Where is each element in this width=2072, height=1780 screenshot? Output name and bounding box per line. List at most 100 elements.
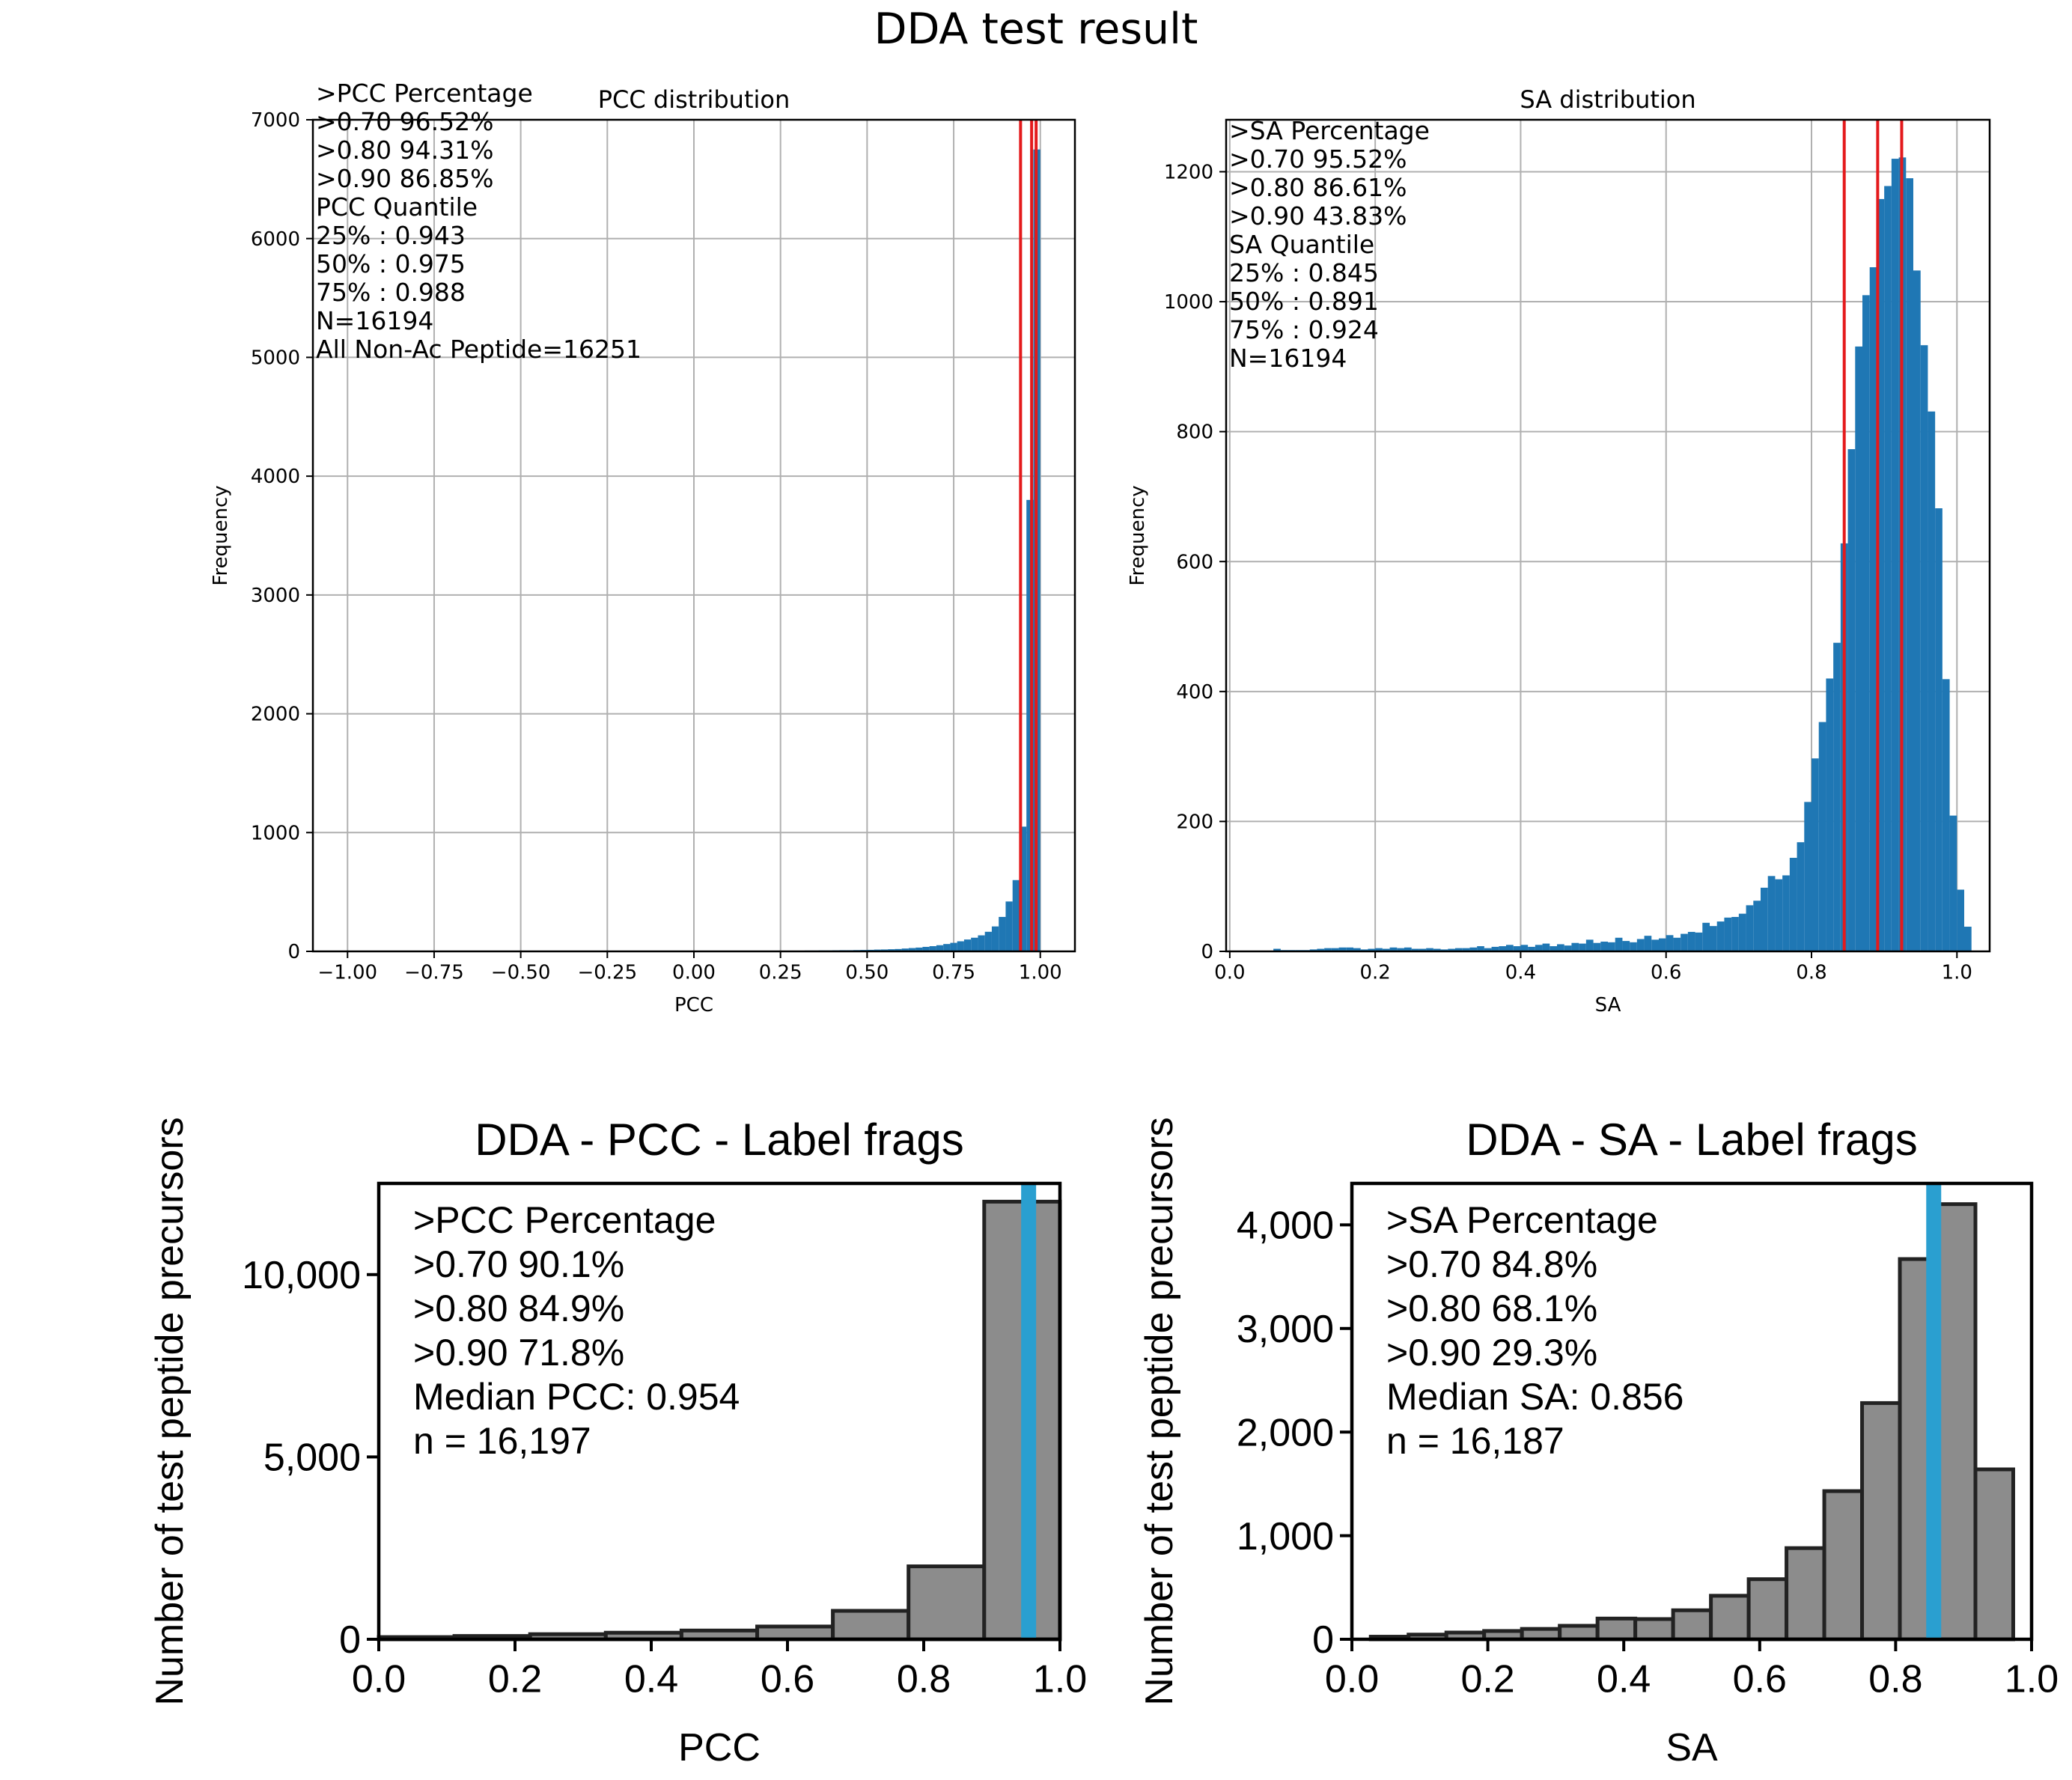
histogram-bar <box>1528 946 1535 951</box>
y-axis-label: Number of test peptide precursors <box>148 1117 192 1705</box>
annotation-line: N=16194 <box>1229 344 1347 373</box>
y-axis-label: Frequency <box>1127 485 1149 585</box>
annotation-line: Median SA: 0.856 <box>1386 1376 1684 1418</box>
panel-dda-sa-label-frags: 0.0 0.2 0.4 0.6 0.8 1.0 0 1,000 2,000 3,000 4,000… <box>1138 1115 2059 1770</box>
histogram-bar <box>1753 900 1761 951</box>
y-tick-label: 0 <box>1312 1618 1334 1662</box>
histogram-bar <box>984 931 992 951</box>
y-axis-label: Frequency <box>210 485 232 585</box>
histogram-bar <box>1513 946 1521 951</box>
histogram-bar <box>999 916 1006 951</box>
histogram-bar <box>1506 945 1514 951</box>
x-tick-label: 0.0 <box>1214 961 1245 984</box>
histogram-bar <box>963 939 972 951</box>
panel-pcc-distribution: −1.00 −0.75 −0.50 −0.25 0.00 0.25 0.50 0.75 1.00… <box>210 79 1076 1017</box>
histogram-bar <box>1782 875 1790 951</box>
histogram-bar <box>1709 1594 1751 1642</box>
histogram-bar <box>1499 946 1506 951</box>
x-tick-label: −1.00 <box>317 961 377 984</box>
histogram-bar <box>1324 948 1332 951</box>
x-tick-label: 1.00 <box>1019 961 1062 984</box>
histogram-bar <box>1375 948 1383 951</box>
histogram-bar <box>1767 876 1776 951</box>
histogram-bars <box>1273 157 1972 952</box>
histogram-bar <box>880 949 889 951</box>
annotation-line: All Non-Ac Peptide=16251 <box>316 335 642 364</box>
y-tick-label: 3,000 <box>1237 1308 1334 1351</box>
histogram-bar <box>1906 178 1913 951</box>
histogram-bar <box>978 935 985 951</box>
histogram-bar <box>922 946 930 951</box>
histogram-bar <box>1630 942 1637 951</box>
histogram-bar <box>1746 905 1754 951</box>
histogram-bar <box>957 941 964 951</box>
histogram-bar <box>1633 1617 1675 1642</box>
histogram-bar <box>1695 932 1703 951</box>
histogram-bar <box>1382 948 1390 951</box>
histogram-bar <box>906 1564 987 1642</box>
histogram-bar <box>1600 941 1608 951</box>
histogram-bar <box>936 945 944 951</box>
histogram-bar <box>1608 942 1615 951</box>
x-ticks: 0.0 0.2 0.4 0.6 0.8 1.0 <box>1325 1639 2059 1701</box>
annotation-line: 75% : 0.988 <box>316 278 466 307</box>
histogram-bar <box>1797 842 1805 951</box>
histogram-bar <box>1949 815 1957 951</box>
x-ticks: 0.0 0.2 0.4 0.6 0.8 1.0 <box>352 1639 1087 1701</box>
histogram-bar <box>1671 1608 1713 1642</box>
histogram-bar <box>1462 948 1470 951</box>
histogram-bar <box>950 942 957 951</box>
histogram-bar <box>1419 948 1427 951</box>
x-axis-label: SA <box>1595 994 1621 1017</box>
x-tick-label: 0.2 <box>1359 961 1390 984</box>
histogram-bar <box>1273 948 1281 951</box>
histogram-bar <box>895 948 902 951</box>
histogram-bar <box>1542 943 1550 951</box>
histogram-bar <box>1738 913 1746 951</box>
annotation-line: >0.70 84.8% <box>1386 1243 1597 1285</box>
panel-sa-distribution: 0.0 0.2 0.4 0.6 0.8 1.0 0 200 400 600 800 1000 1200… <box>1127 85 1991 1017</box>
histogram-bar <box>1913 270 1921 951</box>
y-tick-label: 3000 <box>251 585 300 607</box>
histogram-bar <box>915 947 923 951</box>
histogram-bar <box>1942 679 1950 951</box>
y-tick-label: 0 <box>339 1618 361 1662</box>
annotation-line: Median PCC: 0.954 <box>413 1376 740 1418</box>
histogram-bar <box>1397 948 1404 951</box>
annotation-line: >0.90 43.83% <box>1229 201 1407 231</box>
annotation-line: 25% : 0.943 <box>316 221 466 250</box>
histogram-bar <box>1615 937 1623 951</box>
y-tick-label: 2000 <box>251 704 300 726</box>
histogram-bar <box>1681 933 1688 951</box>
annotation-line: 50% : 0.891 <box>1229 287 1379 316</box>
histogram-bar <box>1964 927 1972 951</box>
histogram-bar <box>1012 880 1020 951</box>
x-tick-label: 0.4 <box>624 1658 678 1701</box>
x-tick-label: 0.4 <box>1505 961 1536 984</box>
histogram-bar <box>1317 948 1325 951</box>
histogram-bar <box>1869 267 1877 951</box>
x-tick-label: 0.4 <box>1597 1658 1651 1701</box>
histogram-bar <box>1448 948 1455 951</box>
histogram-bar <box>1651 939 1659 951</box>
y-tick-label: 1000 <box>1164 291 1213 314</box>
y-ticks: 0 5,000 10,000 <box>242 1254 379 1662</box>
x-tick-label: 0.8 <box>1868 1658 1922 1701</box>
histogram-bar <box>1585 939 1594 951</box>
axes-frame <box>1350 1181 2034 1642</box>
x-tick-label: −0.50 <box>491 961 551 984</box>
histogram-bar <box>1469 947 1478 951</box>
x-tick-label: 0.6 <box>1651 961 1681 984</box>
histogram-bar <box>1593 942 1601 951</box>
annotation-line: 50% : 0.975 <box>316 249 466 278</box>
annotation-line: >PCC Percentage <box>316 79 533 108</box>
histogram-bars <box>590 149 1040 951</box>
histogram-bar <box>1360 949 1368 951</box>
figure-suptitle: DDA test result <box>874 4 1198 54</box>
histogram-bar <box>1005 901 1013 951</box>
histogram-bar <box>1346 947 1353 951</box>
histogram-bar <box>888 949 895 951</box>
histogram-bar <box>1404 947 1412 951</box>
x-tick-label: 0.00 <box>672 961 716 984</box>
